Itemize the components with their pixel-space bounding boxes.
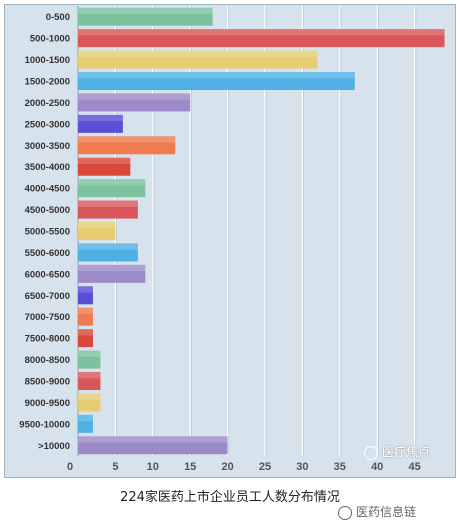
- bar-highlight: [78, 179, 146, 186]
- bar-highlight: [78, 157, 131, 165]
- bar: [78, 7, 213, 26]
- bar: [78, 329, 93, 348]
- category-label: 5500-6000: [25, 248, 70, 259]
- category-label: 6500-7000: [25, 291, 70, 302]
- category-label: 9500-10000: [19, 419, 70, 430]
- bar-highlight: [78, 72, 355, 79]
- bar: [78, 243, 138, 262]
- bar-highlight: [78, 93, 191, 100]
- bar: [78, 72, 355, 90]
- chart-caption: 224家医药上市企业员工人数分布情况: [120, 490, 340, 505]
- category-label: 500-1000: [30, 34, 70, 45]
- bar-highlight: [78, 393, 101, 400]
- bar: [78, 50, 318, 69]
- category-label: 2000-2500: [25, 98, 70, 109]
- wechat-icon: [338, 505, 352, 520]
- x-tick-label: 20: [221, 461, 233, 473]
- bar: [78, 200, 138, 219]
- watermark-top-text: 医疗焦点: [382, 445, 431, 459]
- bar: [78, 136, 176, 155]
- category-label: 3000-3500: [25, 141, 70, 152]
- bar: [78, 372, 101, 390]
- bar: [78, 179, 146, 198]
- bar: [78, 29, 445, 48]
- bar: [78, 93, 191, 112]
- bar-highlight: [78, 29, 445, 36]
- bar: [78, 307, 93, 326]
- x-tick-label: 10: [147, 461, 159, 473]
- x-tick-label: 15: [184, 461, 196, 473]
- bar: [78, 114, 123, 133]
- bar-highlight: [78, 264, 146, 272]
- bar-highlight: [78, 286, 93, 293]
- bar-highlight: [78, 350, 101, 357]
- bar: [78, 222, 116, 240]
- x-tick-label: 5: [112, 461, 118, 473]
- watermark-bottom: 医药信息链: [338, 503, 416, 520]
- category-label: 3500-4000: [25, 162, 70, 173]
- category-label: 7500-8000: [25, 334, 70, 345]
- category-label: 8000-8500: [25, 355, 70, 366]
- category-label: >10000: [38, 441, 70, 452]
- category-label: 0-500: [46, 12, 70, 23]
- bar-highlight: [78, 50, 318, 57]
- bar: [78, 350, 101, 369]
- bar-highlight: [78, 329, 93, 336]
- category-label: 9000-9500: [25, 398, 70, 409]
- x-tick-label: 40: [371, 461, 383, 473]
- bar-highlight: [78, 307, 93, 315]
- bar-highlight: [78, 7, 213, 15]
- bar: [78, 286, 93, 305]
- bar: [78, 436, 228, 455]
- x-tick-label: 35: [334, 461, 346, 473]
- category-label: 8500-9000: [25, 377, 70, 388]
- category-label: 4000-4500: [25, 184, 70, 195]
- bar: [78, 414, 93, 433]
- x-tick-label: 45: [408, 461, 420, 473]
- category-label: 5000-5500: [25, 227, 70, 238]
- x-tick-label: 30: [296, 461, 308, 473]
- bar-chart: 0-500 500-1000 1000-1500 1500-2000 2000-2500…: [19, 6, 445, 473]
- category-label: 7000-7500: [25, 312, 70, 323]
- bar: [78, 264, 146, 283]
- bar-highlight: [78, 414, 93, 422]
- category-label: 1000-1500: [25, 55, 70, 66]
- watermark-bottom-text: 医药信息链: [356, 505, 417, 519]
- bar-highlight: [78, 372, 101, 379]
- category-label: 1500-2000: [25, 77, 70, 88]
- bar-highlight: [78, 436, 228, 443]
- category-label: 2500-3000: [25, 119, 70, 130]
- bar-highlight: [78, 222, 116, 229]
- bar-highlight: [78, 114, 123, 122]
- bar-highlight: [78, 136, 176, 143]
- wechat-icon: [364, 445, 378, 460]
- bar: [78, 157, 131, 176]
- bar-highlight: [78, 200, 138, 207]
- bar-highlight: [78, 243, 138, 250]
- watermark-top: 医疗焦点: [364, 443, 430, 460]
- bar: [78, 393, 101, 412]
- category-label: 4500-5000: [25, 205, 70, 216]
- x-tick-label: 25: [259, 461, 271, 473]
- x-tick-label: 0: [67, 461, 73, 473]
- category-label: 6000-6500: [25, 269, 70, 280]
